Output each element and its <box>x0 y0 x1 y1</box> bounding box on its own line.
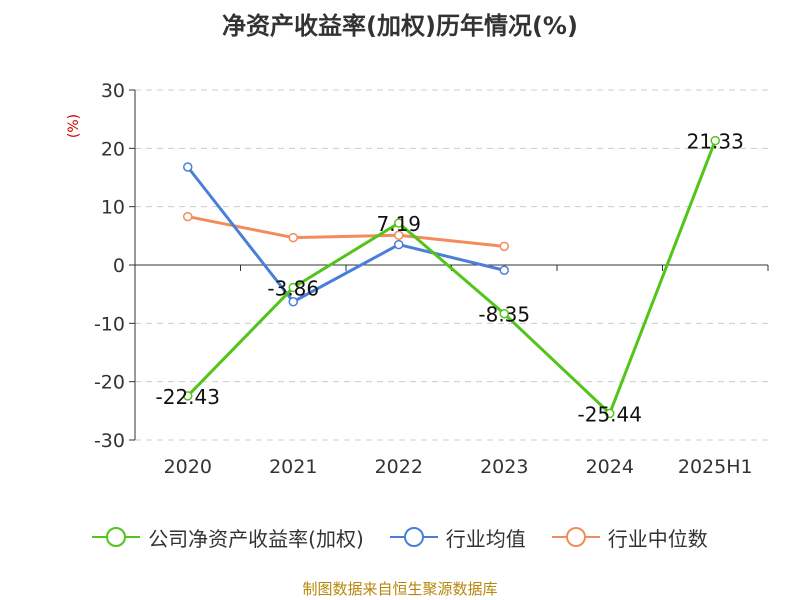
legend-item[interactable]: 行业中位数 <box>551 523 708 552</box>
legend-label: 公司净资产收益率(加权) <box>148 526 364 551</box>
y-axis-label: (%) <box>66 114 82 138</box>
source-note: 制图数据来自恒生聚源数据库 <box>302 580 498 598</box>
y-tick-label: -30 <box>94 430 125 452</box>
series-line <box>187 215 505 248</box>
legend: 公司净资产收益率(加权) 行业均值 行业中位数 <box>0 519 800 555</box>
chart-title: 净资产收益率(加权)历年情况(%) <box>222 12 578 40</box>
data-label: -3.86 <box>267 277 319 301</box>
series-layer <box>183 135 720 419</box>
data-point <box>499 265 509 275</box>
x-tick-label: 2025H1 <box>678 456 753 478</box>
legend-marker-icon <box>389 527 438 547</box>
data-point <box>394 230 404 240</box>
y-tick-label: 10 <box>101 197 125 219</box>
legend-marker-icon <box>92 527 141 547</box>
y-tick-label: 20 <box>101 138 125 160</box>
legend-circle <box>565 527 586 547</box>
data-point <box>499 241 509 252</box>
x-tick-label: 2021 <box>269 456 317 478</box>
x-tick-label: 2024 <box>586 456 634 478</box>
data-point <box>499 308 509 319</box>
data-point <box>183 162 193 172</box>
data-point <box>288 232 298 243</box>
data-point <box>288 282 298 293</box>
data-point <box>394 218 404 228</box>
y-tick-label: 0 <box>113 255 125 277</box>
data-label: 21.33 <box>687 130 744 154</box>
data-labels: -22.43 -3.86 7.19 -8.35 -25.44 21.33 <box>156 130 744 427</box>
series-line <box>186 166 505 304</box>
x-tick-label: 2020 <box>164 456 212 478</box>
legend-item[interactable]: 行业均值 <box>389 523 526 552</box>
data-label: -22.43 <box>156 385 220 409</box>
data-point <box>288 297 298 307</box>
legend-circle <box>403 527 424 547</box>
y-tick-label: 30 <box>101 80 125 102</box>
legend-label: 行业均值 <box>445 526 526 551</box>
data-point <box>183 211 193 222</box>
data-point <box>605 408 615 419</box>
legend-item[interactable]: 公司净资产收益率(加权) <box>92 523 364 552</box>
series-line <box>186 140 717 415</box>
y-tick-label: -20 <box>94 372 125 394</box>
data-label: -25.44 <box>578 402 642 426</box>
legend-label: 行业中位数 <box>607 526 708 551</box>
legend-circle <box>106 527 127 547</box>
axes: 30 20 10 0 -10 -20 -30 2020 2021 2022 2023 2024 2025… <box>94 80 769 478</box>
legend-marker-icon <box>551 527 600 547</box>
data-point <box>710 135 720 146</box>
data-label: -8.35 <box>478 303 530 327</box>
x-tick-label: 2022 <box>375 456 423 478</box>
data-point <box>183 391 193 401</box>
data-point <box>394 239 404 250</box>
y-tick-label: -10 <box>94 313 125 335</box>
x-tick-label: 2023 <box>480 456 528 478</box>
data-label: 7.19 <box>376 212 421 236</box>
